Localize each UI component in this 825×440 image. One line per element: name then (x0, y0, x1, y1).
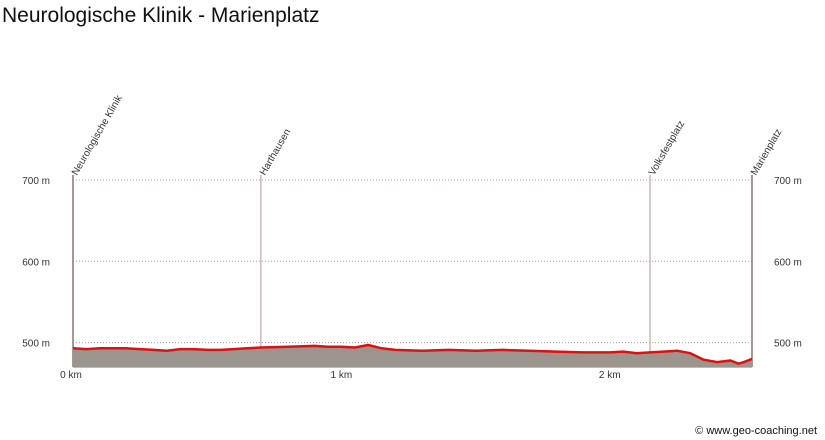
waypoint-label: Volksfestplatz (647, 119, 687, 177)
y-tick-label-right: 700 m (774, 176, 802, 187)
waypoint-label: Harthausen (258, 127, 293, 177)
waypoint-label: Marienplatz (749, 127, 784, 177)
y-tick-label-left: 500 m (22, 339, 50, 350)
copyright-text: © www.geo-coaching.net (695, 425, 817, 437)
y-tick-label-left: 700 m (22, 176, 50, 187)
elevation-line (72, 343, 753, 365)
waypoint-label: Neurologische Klinik (70, 93, 125, 178)
y-tick-label-left: 600 m (22, 257, 50, 268)
page-title: Neurologische Klinik - Marienplatz (2, 4, 320, 27)
terrain-area (73, 345, 752, 367)
x-tick-label: 2 km (599, 370, 621, 381)
x-tick-label: 1 km (331, 370, 353, 381)
x-tick-label: 0 km (60, 370, 82, 381)
y-tick-label-right: 500 m (774, 339, 802, 350)
y-tick-label-right: 600 m (774, 257, 802, 268)
